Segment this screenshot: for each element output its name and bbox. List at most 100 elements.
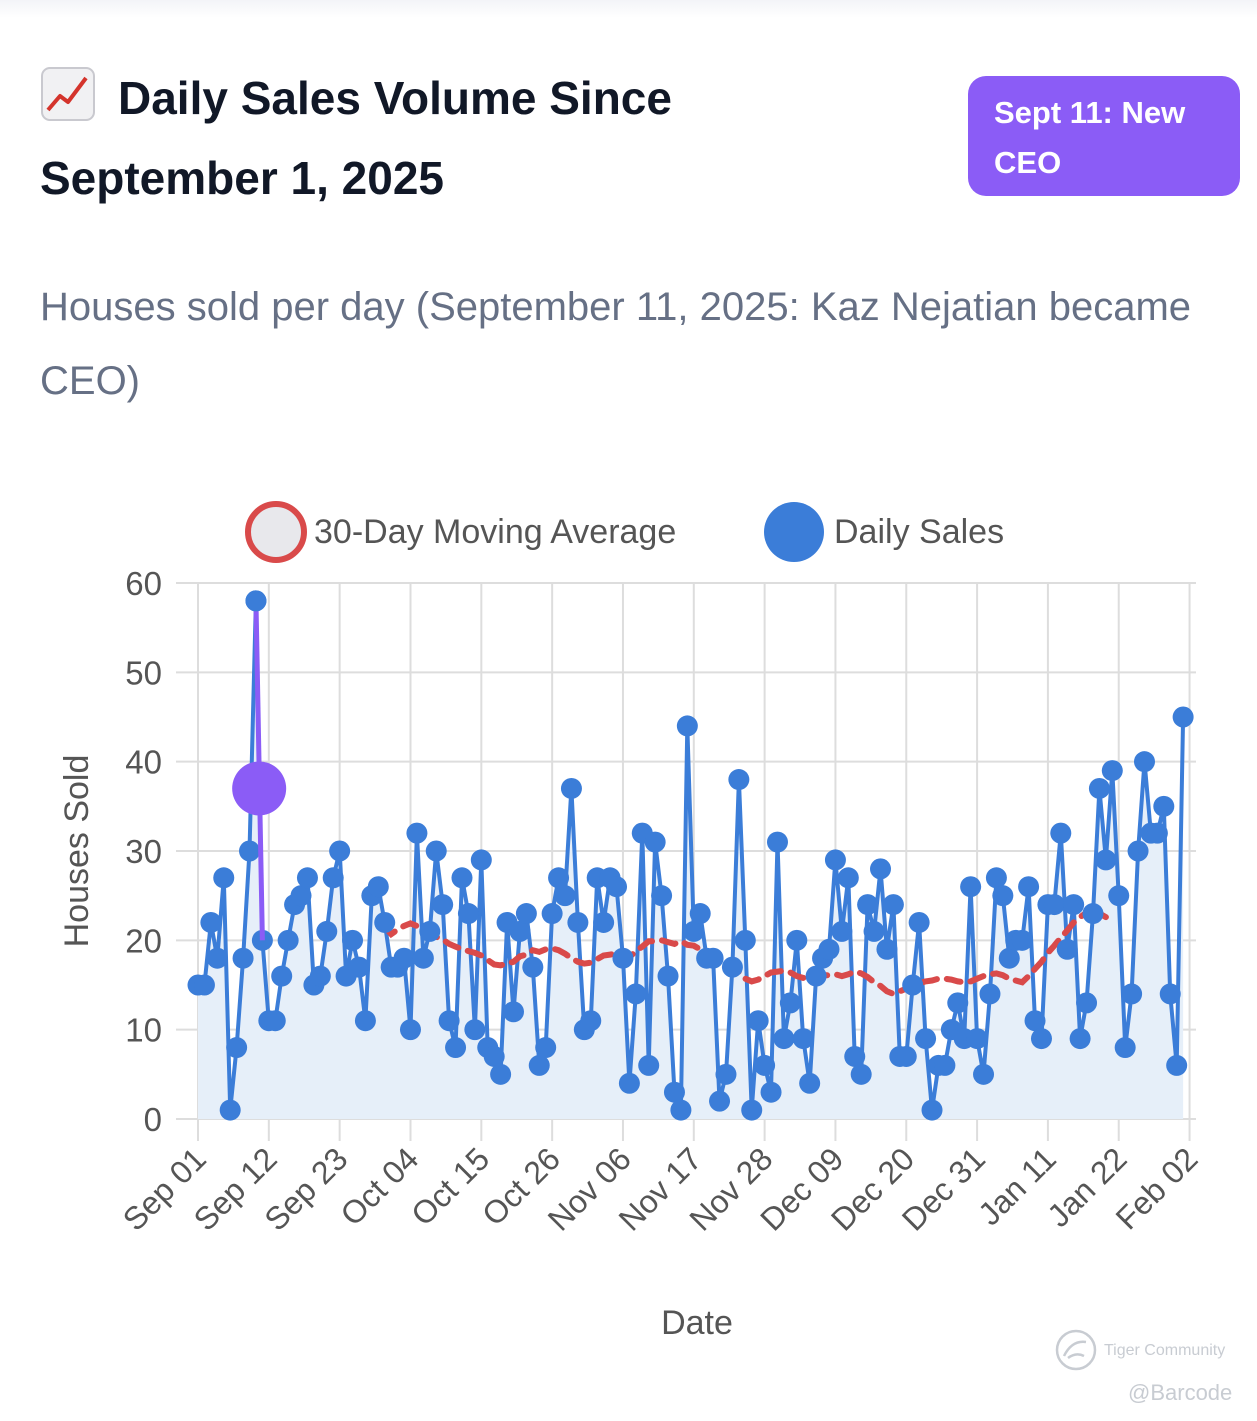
daily-sales-point xyxy=(219,1099,241,1121)
daily-sales-point xyxy=(406,822,428,844)
daily-sales-point xyxy=(490,1063,512,1085)
daily-sales-point xyxy=(857,894,879,916)
daily-sales-point xyxy=(464,1019,486,1041)
daily-sales-point xyxy=(625,983,647,1005)
daily-sales-point xyxy=(779,992,801,1014)
daily-sales-point xyxy=(960,876,982,898)
daily-sales-point xyxy=(657,965,679,987)
page-title: Daily Sales Volume Since September 1, 20… xyxy=(40,58,920,218)
daily-sales-point xyxy=(741,1099,763,1121)
daily-sales-point xyxy=(973,1063,995,1085)
y-tick-label: 20 xyxy=(125,922,162,959)
daily-sales-point xyxy=(734,929,756,951)
daily-sales-point xyxy=(271,965,293,987)
daily-sales-point xyxy=(548,867,570,889)
daily-sales-point xyxy=(818,938,840,960)
daily-sales-point xyxy=(457,903,479,925)
daily-sales-point xyxy=(432,894,454,916)
daily-sales-point xyxy=(805,965,827,987)
daily-sales-point xyxy=(670,1099,692,1121)
daily-sales-point xyxy=(1153,795,1175,817)
daily-sales-point xyxy=(445,1037,467,1059)
daily-sales-point xyxy=(663,1081,685,1103)
daily-sales-point xyxy=(998,947,1020,969)
daily-sales-point xyxy=(728,769,750,791)
daily-sales-point xyxy=(206,947,228,969)
daily-sales-point xyxy=(1024,1010,1046,1032)
ceo-marker xyxy=(232,761,287,816)
daily-sales-point xyxy=(1159,983,1181,1005)
daily-sales-point xyxy=(554,885,576,907)
daily-sales-point xyxy=(721,956,743,978)
daily-sales-point xyxy=(709,1090,731,1112)
daily-sales-point xyxy=(399,1019,421,1041)
y-tick-label: 30 xyxy=(125,833,162,870)
daily-sales-point xyxy=(367,876,389,898)
daily-sales-point xyxy=(277,929,299,951)
daily-sales-point xyxy=(618,1072,640,1094)
x-tick-label: Oct 04 xyxy=(333,1140,425,1232)
daily-sales-point xyxy=(560,777,582,799)
daily-sales-point xyxy=(786,929,808,951)
daily-sales-point xyxy=(342,929,364,951)
daily-sales-point xyxy=(1114,1037,1136,1059)
daily-sales-point xyxy=(921,1099,943,1121)
daily-sales-point xyxy=(528,1054,550,1076)
daily-sales-point xyxy=(689,903,711,925)
daily-sales-point xyxy=(580,1010,602,1032)
daily-sales-point xyxy=(947,992,969,1014)
daily-sales-point xyxy=(747,1010,769,1032)
daily-sales-point xyxy=(264,1010,286,1032)
chart-subtitle: Houses sold per day (September 11, 2025:… xyxy=(40,285,1192,403)
daily-sales-point xyxy=(348,956,370,978)
watermark-handle: @Barcode xyxy=(1128,1380,1233,1405)
daily-sales-point xyxy=(470,849,492,871)
daily-sales-point xyxy=(451,867,473,889)
daily-sales-point xyxy=(567,911,589,933)
daily-sales-point xyxy=(316,920,338,942)
daily-sales-point xyxy=(1121,983,1143,1005)
daily-sales-point xyxy=(760,1081,782,1103)
daily-sales-point xyxy=(754,1054,776,1076)
daily-sales-point xyxy=(200,911,222,933)
daily-sales-point xyxy=(1108,885,1130,907)
daily-sales-point xyxy=(502,1001,524,1023)
x-tick-label: Oct 15 xyxy=(404,1140,496,1232)
daily-sales-point xyxy=(509,920,531,942)
daily-sales-point xyxy=(1069,1028,1091,1050)
daily-sales-point xyxy=(425,840,447,862)
daily-sales-point xyxy=(792,1028,814,1050)
y-tick-label: 40 xyxy=(125,744,162,781)
x-axis-title: Date xyxy=(661,1304,733,1342)
legend-moving-average-swatch xyxy=(245,501,307,563)
daily-sales-point xyxy=(1095,849,1117,871)
daily-sales-point xyxy=(329,840,351,862)
daily-sales-point xyxy=(245,590,267,612)
legend-daily-sales-swatch xyxy=(764,502,824,562)
daily-sales-point xyxy=(239,840,261,862)
chart-increasing-icon xyxy=(41,67,95,121)
daily-sales-point xyxy=(831,920,853,942)
daily-sales-point xyxy=(1082,903,1104,925)
daily-sales-point xyxy=(683,920,705,942)
daily-sales-point xyxy=(193,974,215,996)
legend-moving-average-label: 30-Day Moving Average xyxy=(314,513,676,551)
daily-sales-point xyxy=(541,903,563,925)
daily-sales-point xyxy=(1076,992,1098,1014)
watermark-brand: Tiger Community xyxy=(1104,1342,1226,1359)
daily-sales-point xyxy=(251,929,273,951)
daily-sales-point xyxy=(715,1063,737,1085)
watermark: Tiger Community @Barcode xyxy=(1054,1328,1254,1408)
daily-sales-point xyxy=(902,974,924,996)
daily-sales-point xyxy=(1146,822,1168,844)
daily-sales-point xyxy=(296,867,318,889)
daily-sales-point xyxy=(702,947,724,969)
daily-sales-point xyxy=(1088,777,1110,799)
moving-average-line xyxy=(381,905,1109,998)
daily-sales-point xyxy=(870,858,892,880)
daily-sales-point xyxy=(1043,894,1065,916)
y-axis-title: Houses Sold xyxy=(58,755,96,948)
daily-sales-point xyxy=(876,938,898,960)
daily-sales-point xyxy=(309,965,331,987)
daily-sales-point xyxy=(844,1045,866,1067)
